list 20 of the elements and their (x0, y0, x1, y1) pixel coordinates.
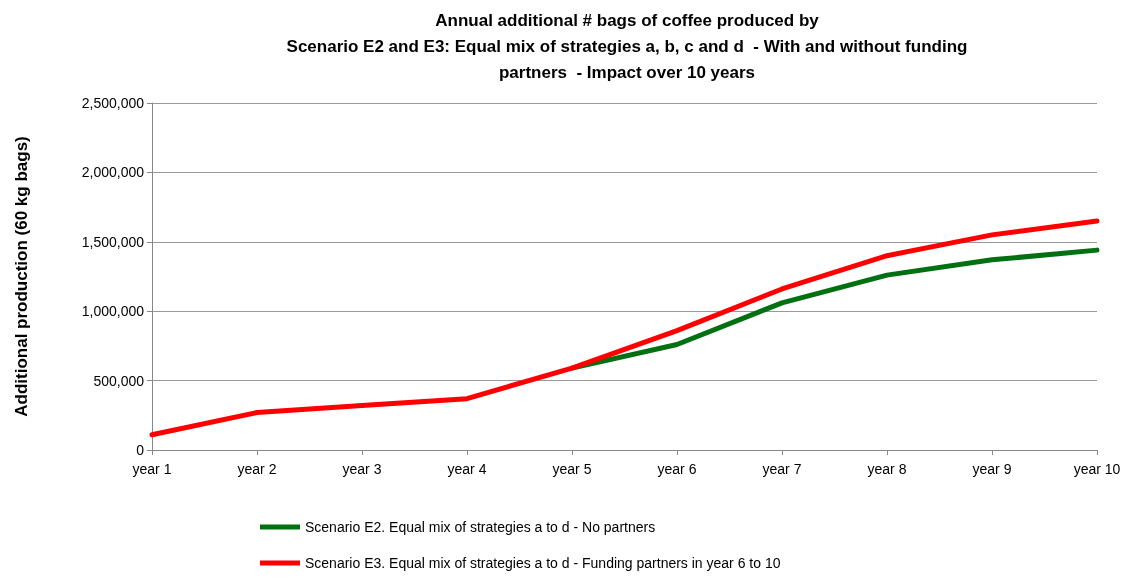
x-tick-label: year 8 (867, 461, 907, 477)
x-tick-label: year 6 (657, 461, 697, 477)
legend-label: Scenario E2. Equal mix of strategies a to d - No partners (305, 519, 656, 535)
x-tick-label: year 9 (972, 461, 1012, 477)
y-tick-label: 0 (136, 442, 145, 458)
y-tick-label: 1,000,000 (81, 303, 145, 320)
x-tick-label: year 10 (1073, 461, 1121, 477)
x-tick-label: year 4 (447, 461, 487, 477)
legend-label: Scenario E3. Equal mix of strategies a to d - Funding partners in year 6 to 10 (305, 555, 781, 571)
x-tick-label: year 1 (132, 461, 172, 477)
x-tick-label: year 5 (552, 461, 592, 477)
y-tick-label: 2,000,000 (81, 164, 145, 181)
y-tick-label: 500,000 (93, 372, 145, 389)
chart-title: Annual additional # bags of coffee produced by Scenario E2 and E3: Equal mix of strategies a, b, c and d - With and without funding partners - Impact over 10 years (286, 10, 968, 82)
y-axis-title: Additional production (60 kg bags) (12, 136, 31, 417)
x-tick-label: year 2 (237, 461, 277, 477)
y-tick-label: 1,500,000 (81, 233, 145, 250)
x-tick-label: year 3 (342, 461, 382, 477)
x-tick-label: year 7 (762, 461, 802, 477)
y-tick-label: 2,500,000 (81, 95, 145, 111)
